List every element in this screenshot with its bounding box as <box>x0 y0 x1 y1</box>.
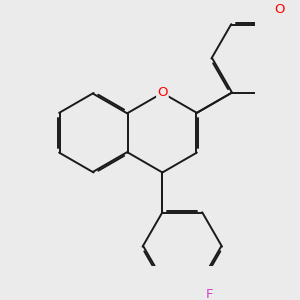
Text: F: F <box>206 287 213 300</box>
Text: O: O <box>274 4 284 16</box>
Text: O: O <box>157 86 168 100</box>
